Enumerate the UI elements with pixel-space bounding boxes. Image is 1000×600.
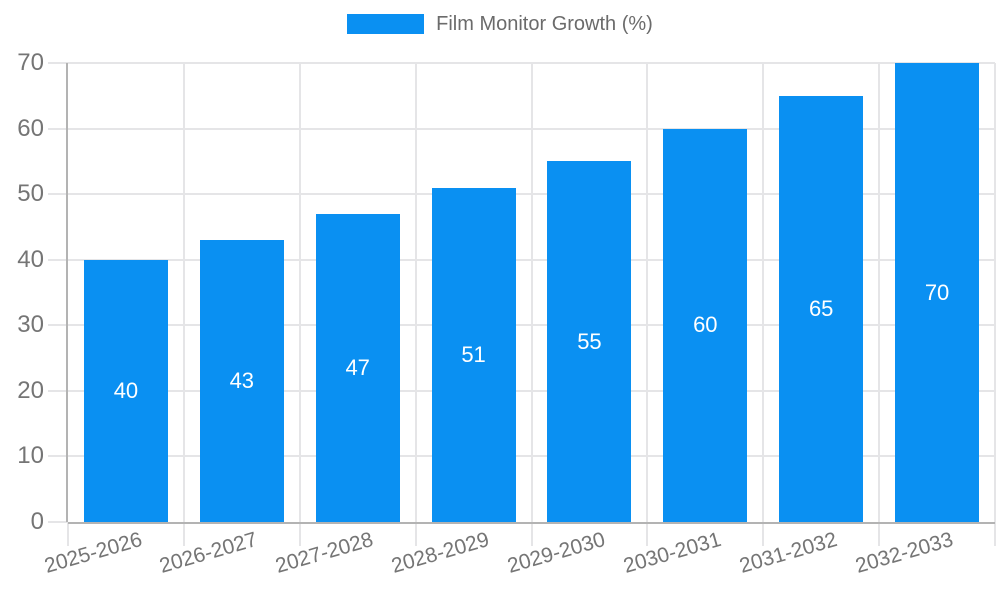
bar[interactable]	[315, 213, 400, 522]
bar-value-label: 55	[577, 328, 602, 354]
x-axis-label: 2029-2030	[504, 528, 608, 578]
chart-legend[interactable]: Film Monitor Growth (%)	[0, 0, 1000, 48]
x-tick-mark	[67, 522, 69, 546]
y-tick-mark	[48, 193, 68, 196]
bar-value-label: 40	[113, 377, 139, 403]
x-axis-label: 2025-2026	[41, 528, 145, 578]
v-gridline	[298, 63, 301, 522]
bar[interactable]	[895, 63, 980, 522]
x-tick-mark	[878, 522, 881, 546]
x-tick-mark	[646, 522, 649, 546]
v-gridline	[878, 63, 881, 522]
x-axis-label: 2032-2033	[852, 528, 956, 578]
y-axis-label: 60	[17, 114, 44, 142]
y-axis-label: 10	[17, 442, 44, 470]
x-tick-mark	[530, 522, 533, 546]
bar-value-label: 47	[345, 354, 370, 380]
v-gridline	[994, 63, 996, 522]
v-gridline	[530, 63, 533, 522]
y-tick-mark	[48, 258, 68, 261]
bar[interactable]	[547, 161, 632, 522]
bar[interactable]	[779, 95, 864, 522]
x-tick-mark	[298, 522, 301, 546]
y-tick-mark	[48, 455, 68, 458]
v-gridline	[646, 63, 649, 522]
legend-label: Film Monitor Growth (%)	[436, 12, 653, 35]
x-axis-label: 2031-2032	[736, 528, 840, 578]
v-gridline	[762, 63, 765, 522]
bar[interactable]	[663, 128, 748, 522]
bar-value-label: 70	[924, 279, 950, 305]
x-axis-label: 2030-2031	[620, 528, 724, 578]
x-axis-label: 2026-2027	[157, 528, 261, 578]
x-axis-label: 2027-2028	[273, 528, 377, 578]
v-gridline	[414, 63, 417, 522]
y-axis-label: 30	[17, 311, 44, 339]
y-tick-mark	[48, 389, 68, 392]
y-tick-mark	[48, 127, 68, 130]
bar-value-label: 43	[229, 368, 255, 394]
x-tick-mark	[182, 522, 185, 546]
x-tick-mark	[762, 522, 765, 546]
bar-value-label: 51	[461, 341, 486, 367]
bar[interactable]	[199, 240, 284, 522]
y-axis-label: 0	[30, 508, 44, 535]
x-axis-line	[68, 522, 995, 524]
y-tick-mark	[48, 62, 68, 64]
y-axis-label: 40	[17, 245, 44, 273]
y-axis-label: 50	[17, 180, 44, 208]
y-axis-label: 20	[17, 376, 44, 404]
x-tick-mark	[414, 522, 417, 546]
y-tick-mark	[48, 324, 68, 327]
x-axis-label: 2028-2029	[389, 528, 492, 578]
v-gridline	[182, 63, 185, 522]
x-tick-mark	[994, 522, 996, 546]
bar[interactable]	[431, 187, 516, 522]
y-axis-label: 70	[17, 49, 44, 76]
y-axis-line	[66, 63, 68, 522]
y-tick-mark	[48, 521, 68, 523]
bar[interactable]	[83, 259, 168, 522]
bar-value-label: 65	[808, 295, 834, 321]
legend-swatch-icon	[347, 14, 425, 34]
bar-value-label: 60	[693, 312, 718, 338]
